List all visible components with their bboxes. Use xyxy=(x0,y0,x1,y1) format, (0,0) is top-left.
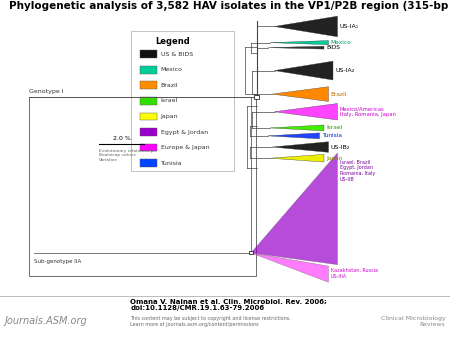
Bar xyxy=(140,97,157,105)
Text: Clinical Microbiology
Reviews: Clinical Microbiology Reviews xyxy=(381,316,446,327)
Text: Mexico: Mexico xyxy=(161,67,183,72)
Bar xyxy=(140,66,157,74)
Text: Tunisia: Tunisia xyxy=(322,134,342,138)
Text: Kazakhstan, Russia
US-IIIA: Kazakhstan, Russia US-IIIA xyxy=(331,268,378,279)
Text: Omana V. Nainan et al. Clin. Microbiol. Rev. 2006;
doi:10.1128/CMR.19.1.63-79.20: Omana V. Nainan et al. Clin. Microbiol. … xyxy=(130,298,327,311)
Bar xyxy=(140,144,157,151)
Text: 2.0 %: 2.0 % xyxy=(112,136,130,141)
Polygon shape xyxy=(274,61,333,80)
Text: US & BIDS: US & BIDS xyxy=(161,52,193,56)
Text: Mexico: Mexico xyxy=(331,40,351,45)
Polygon shape xyxy=(270,125,324,131)
Text: US-IB₂: US-IB₂ xyxy=(331,145,350,149)
Text: Sub-genotype IIA: Sub-genotype IIA xyxy=(34,259,81,264)
Text: BIDS: BIDS xyxy=(326,45,340,50)
Polygon shape xyxy=(251,153,338,265)
Text: US-IA₂: US-IA₂ xyxy=(335,68,355,73)
Bar xyxy=(140,128,157,136)
Text: Israel, Brazil
Egypt, Jordan
Romania, Italy
US-IIB: Israel, Brazil Egypt, Jordan Romania, It… xyxy=(340,159,375,182)
Text: Israel: Israel xyxy=(161,98,178,103)
Text: Evolutionary relationships
Bootstrap values
Variation: Evolutionary relationships Bootstrap val… xyxy=(99,148,156,162)
Polygon shape xyxy=(272,142,328,152)
Text: Israel: Israel xyxy=(326,125,342,130)
Bar xyxy=(140,160,157,167)
Polygon shape xyxy=(272,87,328,101)
Text: Japan: Japan xyxy=(326,156,342,161)
Bar xyxy=(29,97,256,276)
Text: Egypt & Jordan: Egypt & Jordan xyxy=(161,129,208,135)
Polygon shape xyxy=(251,253,328,282)
Text: Genotype I: Genotype I xyxy=(29,89,64,94)
Polygon shape xyxy=(268,46,324,49)
Polygon shape xyxy=(274,16,338,37)
Text: Mexico/Americas
Italy, Romania, Japan: Mexico/Americas Italy, Romania, Japan xyxy=(340,106,396,117)
Text: Phylogenetic analysis of 3,582 HAV isolates in the VP1/P2B region (315-bp fragme: Phylogenetic analysis of 3,582 HAV isola… xyxy=(9,1,450,11)
FancyBboxPatch shape xyxy=(130,31,234,171)
Polygon shape xyxy=(268,133,320,139)
Text: Journals.ASM.org: Journals.ASM.org xyxy=(4,316,87,326)
Text: US-IA₁: US-IA₁ xyxy=(340,24,359,29)
Polygon shape xyxy=(274,103,338,120)
Text: Brazil: Brazil xyxy=(331,92,347,97)
Bar xyxy=(140,50,157,58)
Text: Brazil: Brazil xyxy=(161,83,178,88)
Text: Europe & Japan: Europe & Japan xyxy=(161,145,209,150)
Polygon shape xyxy=(270,154,324,162)
Text: This content may be subject to copyright and license restrictions.
Learn more at: This content may be subject to copyright… xyxy=(130,316,291,327)
Polygon shape xyxy=(270,41,328,45)
Bar xyxy=(140,81,157,89)
Text: Tunisia: Tunisia xyxy=(161,161,182,166)
Bar xyxy=(140,113,157,120)
Text: Legend: Legend xyxy=(155,37,190,46)
Bar xyxy=(249,251,253,255)
Text: Japan: Japan xyxy=(161,114,178,119)
Bar xyxy=(254,95,259,99)
